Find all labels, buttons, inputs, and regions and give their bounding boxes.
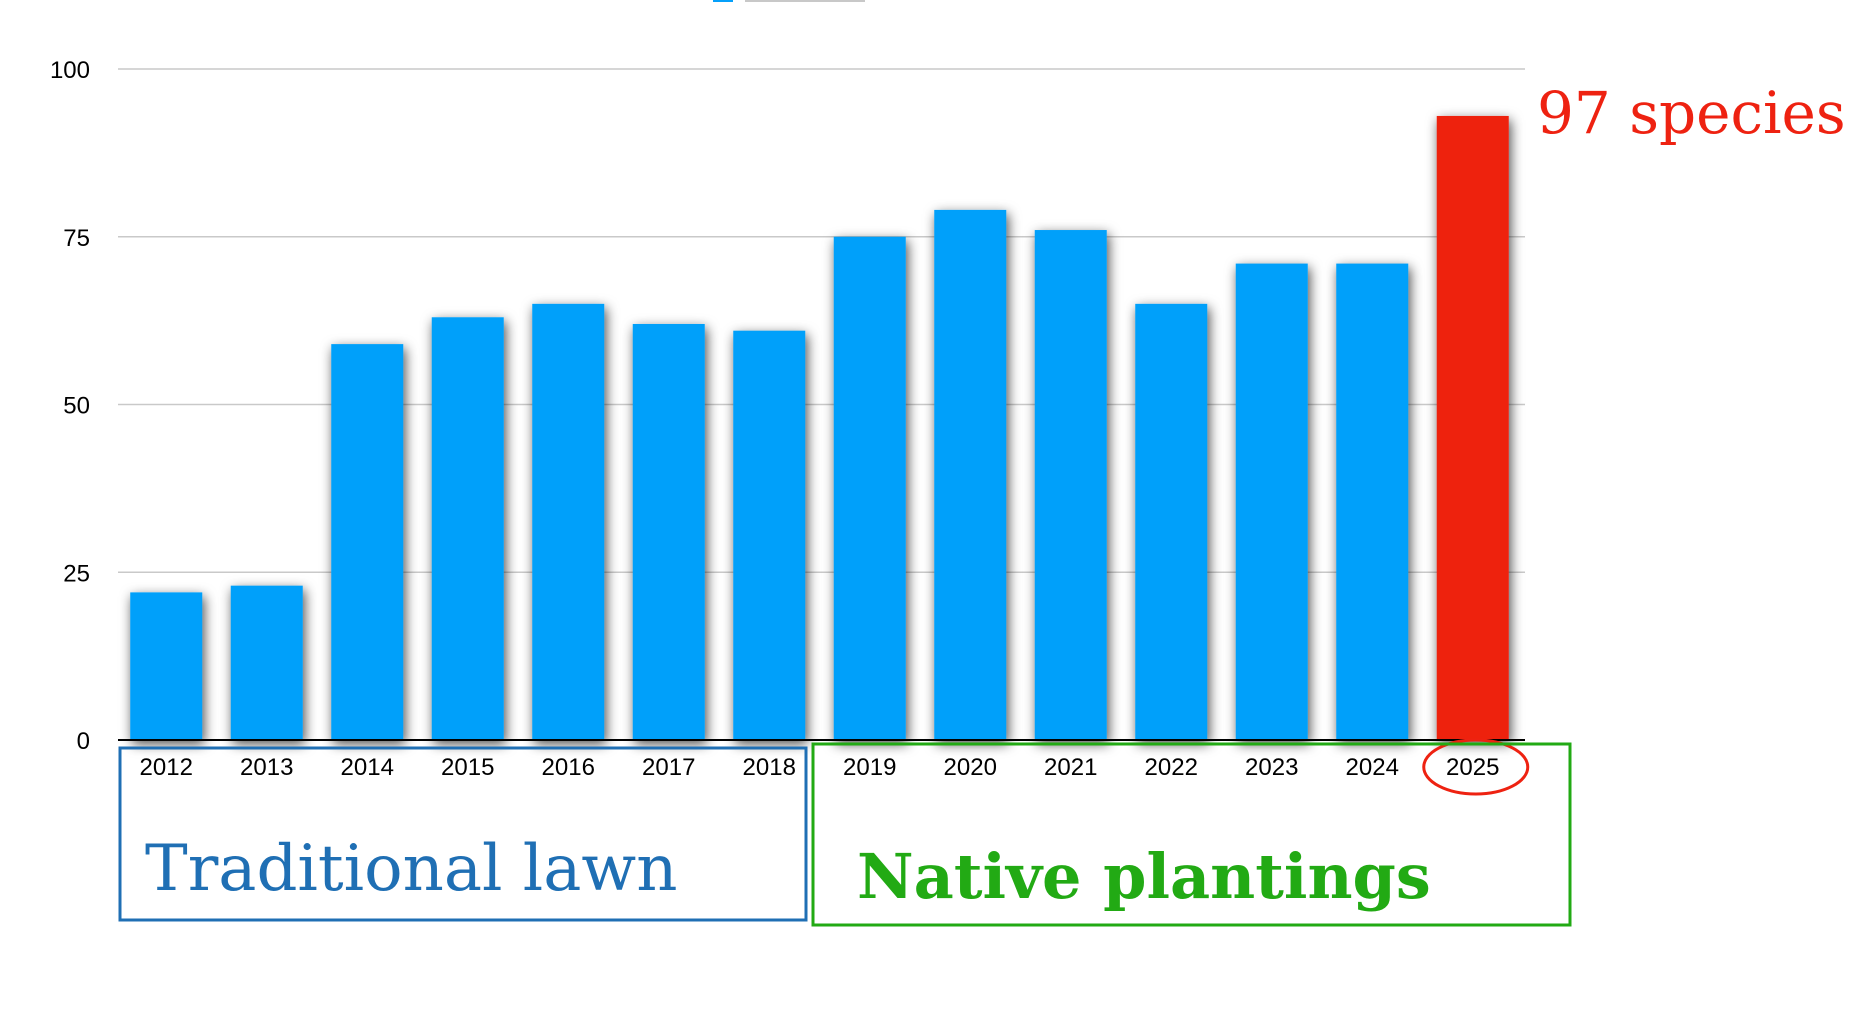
y-tick-0: 0 — [77, 728, 90, 755]
y-tick-25: 25 — [63, 560, 90, 587]
bar-2014 — [331, 344, 404, 740]
traditional-lawn-box — [118, 746, 808, 922]
legend-swatch — [713, 0, 733, 2]
y-axis-tick-labels: 0 25 50 75 100 — [50, 57, 90, 755]
group-annotations: Traditional lawn Native plantings — [118, 742, 1572, 927]
x-tick-2015: 2015 — [441, 754, 494, 781]
bar-2013 — [230, 585, 303, 740]
bar-2021 — [1034, 230, 1107, 741]
bar-2022 — [1135, 303, 1208, 740]
y-tick-100: 100 — [50, 57, 90, 84]
x-tick-2022: 2022 — [1145, 754, 1198, 781]
highlight-annotation: 97 species — [1537, 79, 1846, 147]
bar-2017 — [632, 323, 705, 740]
x-tick-2014: 2014 — [341, 754, 394, 781]
bar-2023 — [1235, 263, 1308, 740]
x-tick-2024: 2024 — [1346, 754, 1399, 781]
bar-2012 — [130, 592, 203, 740]
bar-2015 — [431, 317, 504, 740]
x-tick-2016: 2016 — [542, 754, 595, 781]
highlight-ring — [1422, 738, 1530, 796]
bar-2025 — [1436, 115, 1509, 741]
x-tick-2013: 2013 — [240, 754, 293, 781]
y-tick-75: 75 — [63, 225, 90, 252]
bar-2024 — [1336, 263, 1409, 740]
x-tick-2012: 2012 — [140, 754, 193, 781]
x-tick-2023: 2023 — [1245, 754, 1298, 781]
y-tick-50: 50 — [63, 393, 90, 420]
legend-text-smudge — [745, 0, 865, 2]
bars — [130, 115, 1509, 741]
x-tick-2019: 2019 — [843, 754, 896, 781]
bar-2018 — [733, 330, 806, 740]
bar-2016 — [532, 303, 605, 740]
x-tick-2020: 2020 — [944, 754, 997, 781]
x-tick-2025: 2025 — [1446, 754, 1499, 781]
x-tick-2021: 2021 — [1044, 754, 1097, 781]
x-tick-2017: 2017 — [642, 754, 695, 781]
native-plantings-label: Native plantings — [857, 840, 1431, 913]
x-axis-tick-labels: 2012 2013 2014 2015 2016 2017 2018 2019 2020 2021… — [140, 754, 1500, 781]
legend — [713, 0, 865, 2]
native-plantings-box — [811, 742, 1572, 927]
gridlines — [118, 68, 1525, 573]
traditional-lawn-label: Traditional lawn — [145, 832, 677, 906]
bar-2020 — [934, 209, 1007, 740]
bar-2019 — [833, 236, 906, 740]
x-tick-2018: 2018 — [743, 754, 796, 781]
